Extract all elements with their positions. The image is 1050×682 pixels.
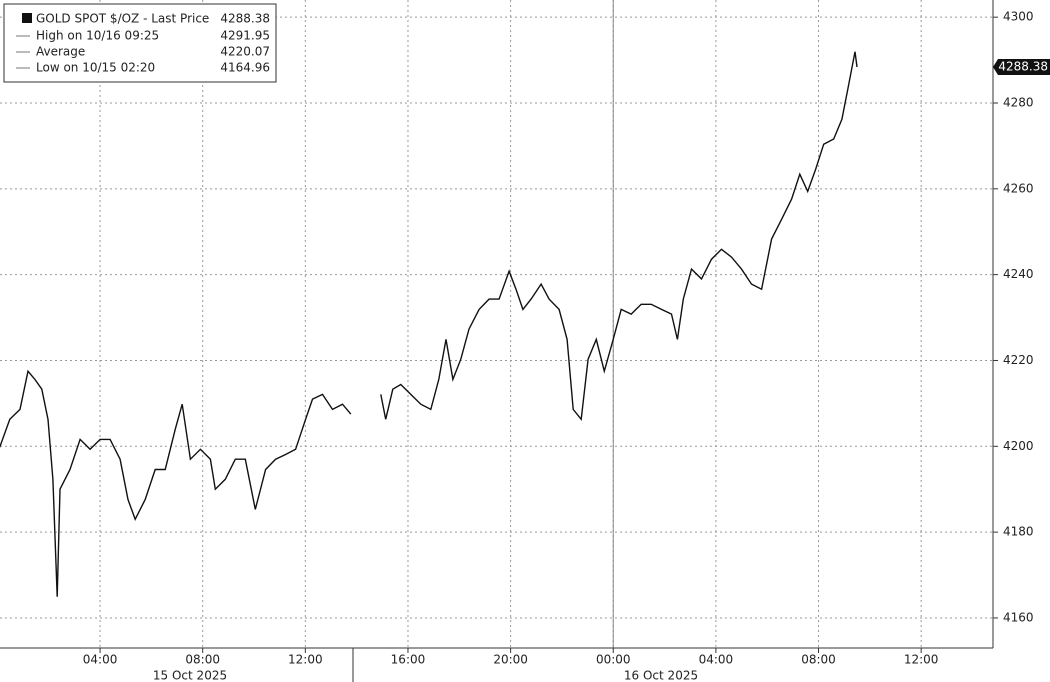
legend-box bbox=[3, 3, 277, 83]
y-tick-label: 4220 bbox=[1003, 353, 1034, 367]
x-tick-label: 12:00 bbox=[904, 653, 939, 667]
last-price-tag bbox=[993, 59, 1050, 76]
price-line bbox=[0, 51, 858, 597]
y-tick-label: 4200 bbox=[1003, 439, 1034, 453]
x-tick-label: 08:00 bbox=[801, 653, 836, 667]
y-tick-label: 4160 bbox=[1003, 610, 1034, 624]
y-tick-label: 4280 bbox=[1003, 95, 1034, 109]
legend-value: 4291.95 bbox=[220, 29, 270, 43]
y-tick-label: 4240 bbox=[1003, 267, 1034, 281]
x-tick-label: 20:00 bbox=[493, 653, 528, 667]
date-label: 16 Oct 2025 bbox=[624, 669, 698, 682]
last-price-label: 4288.38 bbox=[998, 60, 1048, 74]
x-tick-label: 08:00 bbox=[185, 653, 220, 667]
date-label: 15 Oct 2025 bbox=[153, 669, 227, 682]
y-tick-label: 4260 bbox=[1003, 181, 1034, 195]
legend-label: Average bbox=[36, 45, 85, 59]
y-tick-label: 4180 bbox=[1003, 525, 1034, 539]
x-tick-label: 12:00 bbox=[288, 653, 323, 667]
legend-value: 4288.38 bbox=[220, 12, 270, 26]
y-tick-label: 4300 bbox=[1003, 10, 1034, 24]
x-tick-label: 00:00 bbox=[596, 653, 631, 667]
legend-title: GOLD SPOT $/OZ - Last Price bbox=[36, 12, 209, 26]
x-tick-label: 04:00 bbox=[83, 653, 118, 667]
legend-value: 4220.07 bbox=[220, 45, 270, 59]
legend-swatch bbox=[22, 13, 32, 23]
x-tick-label: 04:00 bbox=[699, 653, 734, 667]
legend-label: High on 10/16 09:25 bbox=[36, 29, 159, 43]
legend-value: 4164.96 bbox=[220, 61, 270, 75]
legend-label: Low on 10/15 02:20 bbox=[36, 61, 155, 75]
x-tick-label: 16:00 bbox=[391, 653, 426, 667]
